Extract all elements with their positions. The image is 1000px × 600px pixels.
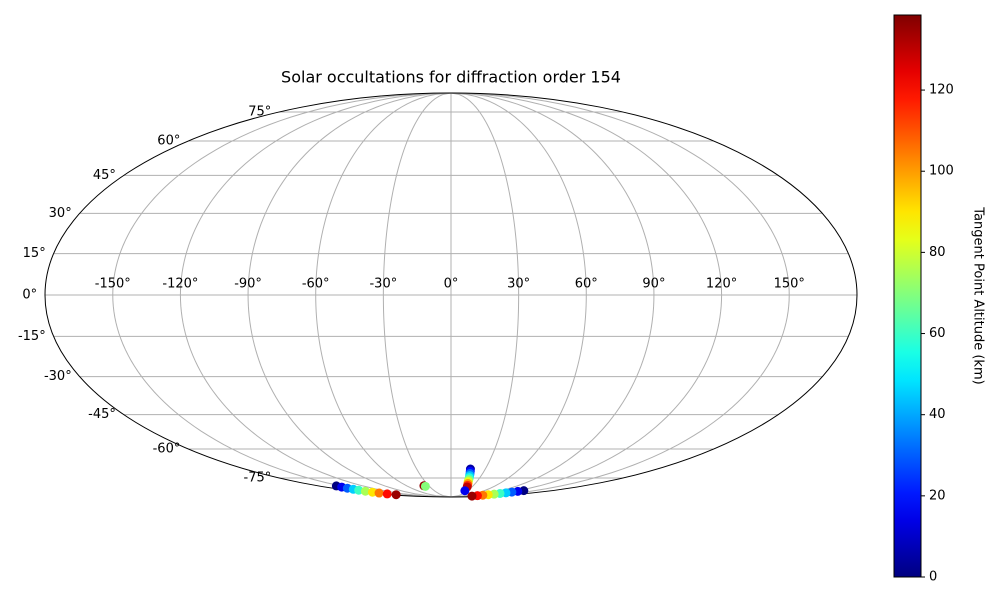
- colorbar-tick-label: 80: [929, 245, 946, 260]
- x-tick-label: 150°: [774, 277, 805, 292]
- x-tick-label: 90°: [642, 277, 665, 292]
- scatter-point: [420, 481, 430, 491]
- colorbar-tick-label: 120: [929, 83, 954, 98]
- y-tick-label: 45°: [93, 168, 116, 183]
- x-tick-label: 120°: [706, 277, 737, 292]
- scatter-point: [354, 485, 364, 495]
- map-boundary: [44, 92, 858, 498]
- x-tick-label: -30°: [369, 277, 397, 292]
- colorbar-label: Tangent Point Altitude (km): [971, 206, 986, 384]
- y-tick-label: -60°: [153, 441, 181, 456]
- x-tick-label: -120°: [162, 277, 198, 292]
- colorbar-tick-label: 0: [929, 570, 937, 585]
- x-tick-label: -90°: [234, 277, 262, 292]
- y-tick-label: -30°: [44, 369, 72, 384]
- x-tick-label: 30°: [507, 277, 530, 292]
- x-tick-label: -150°: [95, 277, 131, 292]
- scatter-point: [460, 486, 470, 496]
- grid: [45, 92, 857, 498]
- chart-title: Solar occultations for diffraction order…: [281, 68, 621, 87]
- scatter-point: [391, 490, 401, 500]
- scatter-point: [382, 489, 392, 499]
- y-tick-label: -15°: [18, 329, 46, 344]
- scatter-point: [367, 487, 377, 497]
- y-tick-label: 15°: [23, 246, 46, 261]
- colorbar-tick-label: 60: [929, 326, 946, 341]
- scatter-point: [374, 488, 384, 498]
- colorbar: [893, 14, 922, 578]
- scatter-point: [467, 491, 477, 501]
- y-tick-label: 75°: [248, 105, 271, 120]
- x-tick-label: 0°: [444, 277, 459, 292]
- colorbar-tick-label: 20: [929, 488, 946, 503]
- colorbar-tick-label: 40: [929, 407, 946, 422]
- scatter-point: [360, 486, 370, 496]
- y-tick-label: -45°: [88, 407, 116, 422]
- x-tick-label: -60°: [302, 277, 330, 292]
- x-tick-label: 60°: [575, 277, 598, 292]
- y-tick-label: 30°: [49, 206, 72, 221]
- y-tick-label: 60°: [157, 134, 180, 149]
- y-tick-label: 0°: [22, 288, 37, 303]
- y-tick-label: -75°: [244, 470, 272, 485]
- colorbar-tick-label: 100: [929, 164, 954, 179]
